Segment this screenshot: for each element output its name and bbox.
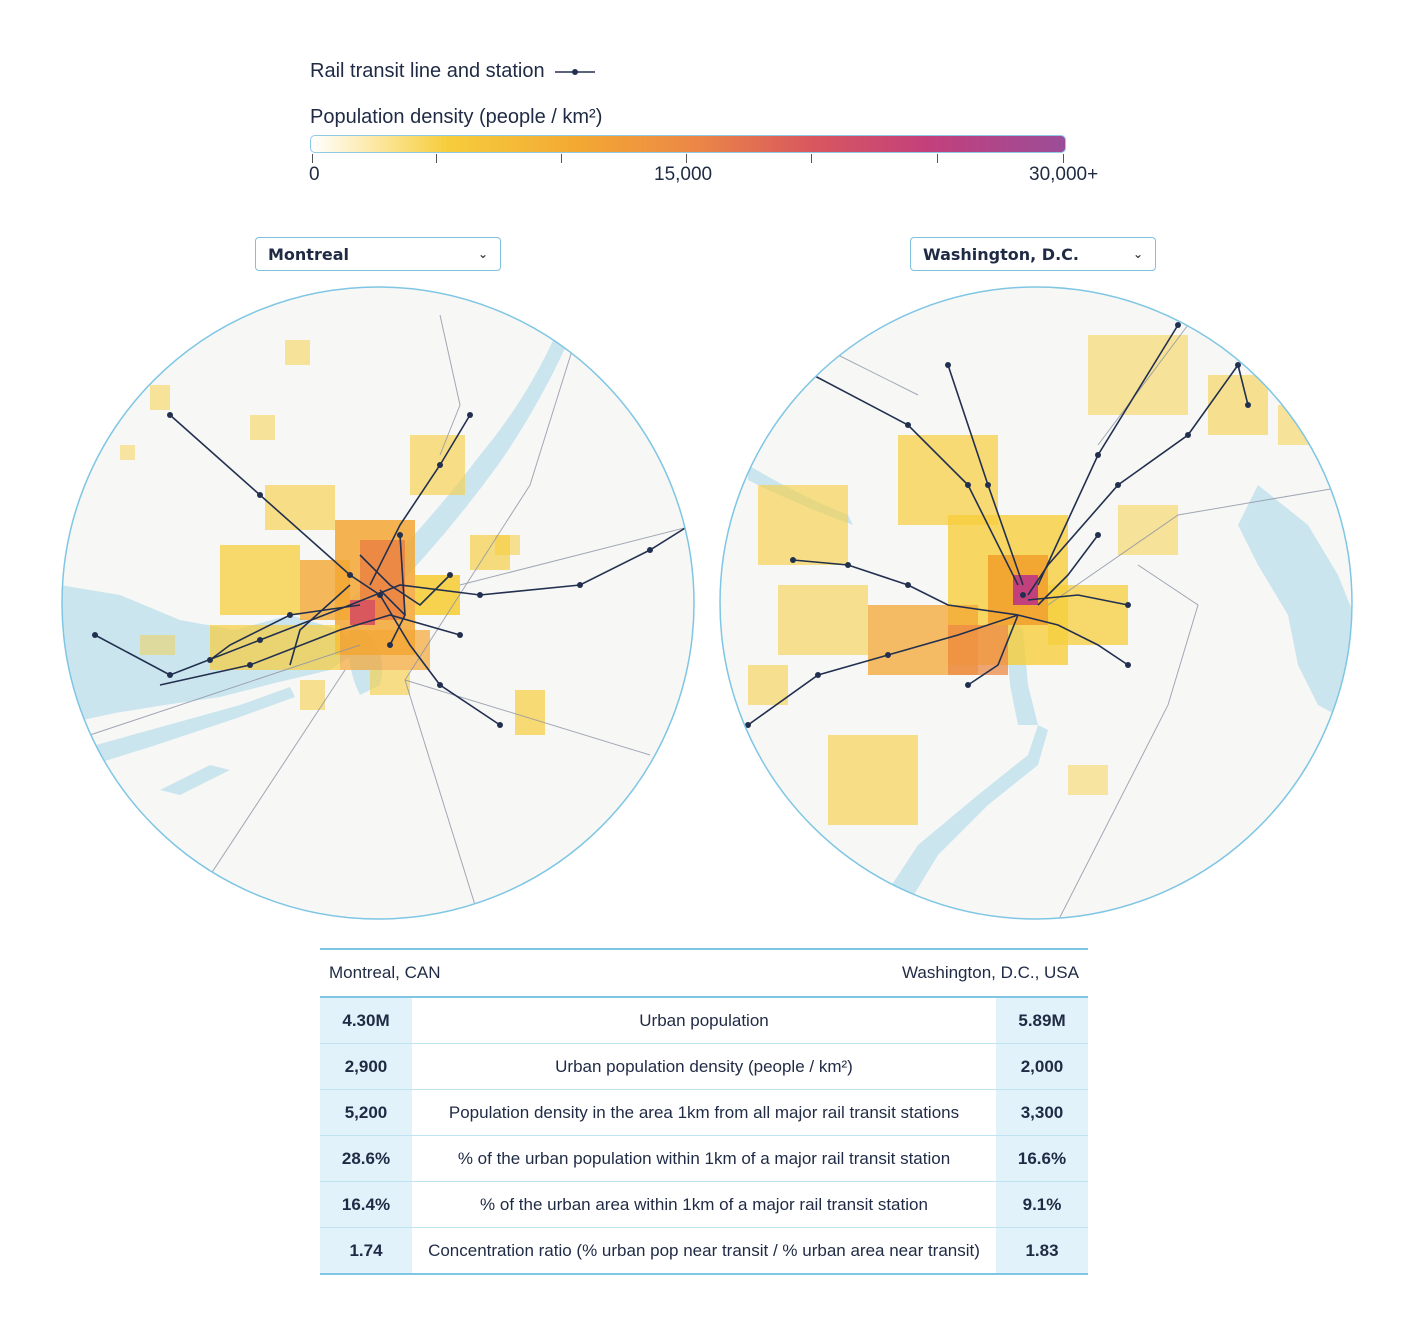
city-select-left[interactable]: Montreal ⌄ [255,237,501,271]
rail-stations [92,412,653,728]
table-row: 16.4% % of the urban area within 1km of … [320,1182,1088,1228]
table-row: 4.30M Urban population 5.89M [320,998,1088,1044]
left-value: 2,900 [320,1044,412,1089]
colorbar-tick [937,154,938,163]
city-select-right[interactable]: Washington, D.C. ⌄ [910,237,1156,271]
right-value: 3,300 [996,1090,1088,1135]
chevron-down-icon: ⌄ [1132,247,1143,261]
city-select-right-value: Washington, D.C. [923,244,1079,264]
colorbar-tick [561,154,562,163]
table-row: 1.74 Concentration ratio (% urban pop ne… [320,1228,1088,1273]
metric-label: Urban population density (people / km²) [555,1056,853,1076]
colorbar-tick [1063,154,1064,163]
left-value: 4.30M [320,998,412,1043]
density-legend-title: Population density (people / km²) [310,106,603,128]
rail-legend-label: Rail transit line and station [310,60,545,82]
colorbar-tick [686,154,687,163]
right-value: 2,000 [996,1044,1088,1089]
rail-network [94,414,691,726]
city-select-left-value: Montreal [268,244,349,264]
colorbar-tick [811,154,812,163]
density-cells [748,335,1318,825]
left-value: 1.74 [320,1228,412,1273]
left-value: 28.6% [320,1136,412,1181]
metric-label: Concentration ratio (% urban pop near tr… [428,1240,980,1260]
metric-label: % of the urban area within 1km of a majo… [480,1194,928,1214]
chevron-down-icon: ⌄ [477,247,488,261]
right-value: 5.89M [996,998,1088,1043]
rail-legend: Rail transit line and station [310,60,597,83]
montreal-map[interactable] [60,285,696,921]
right-value: 16.6% [996,1136,1088,1181]
left-value: 16.4% [320,1182,412,1227]
right-value: 1.83 [996,1228,1088,1273]
table-row: 5,200 Population density in the area 1km… [320,1090,1088,1136]
metric-label: % of the urban population within 1km of … [457,1148,951,1168]
colorbar-label-mid: 15,000 [654,164,713,185]
colorbar-tick [436,154,437,163]
comparison-table: Montreal, CAN Washington, D.C., USA 4.30… [320,948,1088,1275]
colorbar-tick [312,154,313,163]
colorbar-label-min: 0 [309,164,320,185]
metric-label: Population density in the area 1km from … [448,1102,960,1122]
washington-map[interactable] [718,285,1354,921]
density-colorbar [310,135,1066,153]
rail-line-station-icon [554,68,595,75]
table-row: 2,900 Urban population density (people /… [320,1044,1088,1090]
right-value: 9.1% [996,1182,1088,1227]
left-value: 5,200 [320,1090,412,1135]
table-row: 28.6% % of the urban population within 1… [320,1136,1088,1182]
left-city-name: Montreal, CAN [329,963,441,982]
right-city-name: Washington, D.C., USA [902,963,1079,982]
road-lines [62,314,694,919]
metric-label: Urban population [639,1010,769,1030]
comparison-table-header: Montreal, CAN Washington, D.C., USA [320,950,1088,998]
colorbar-label-max: 30,000+ [1029,164,1099,185]
